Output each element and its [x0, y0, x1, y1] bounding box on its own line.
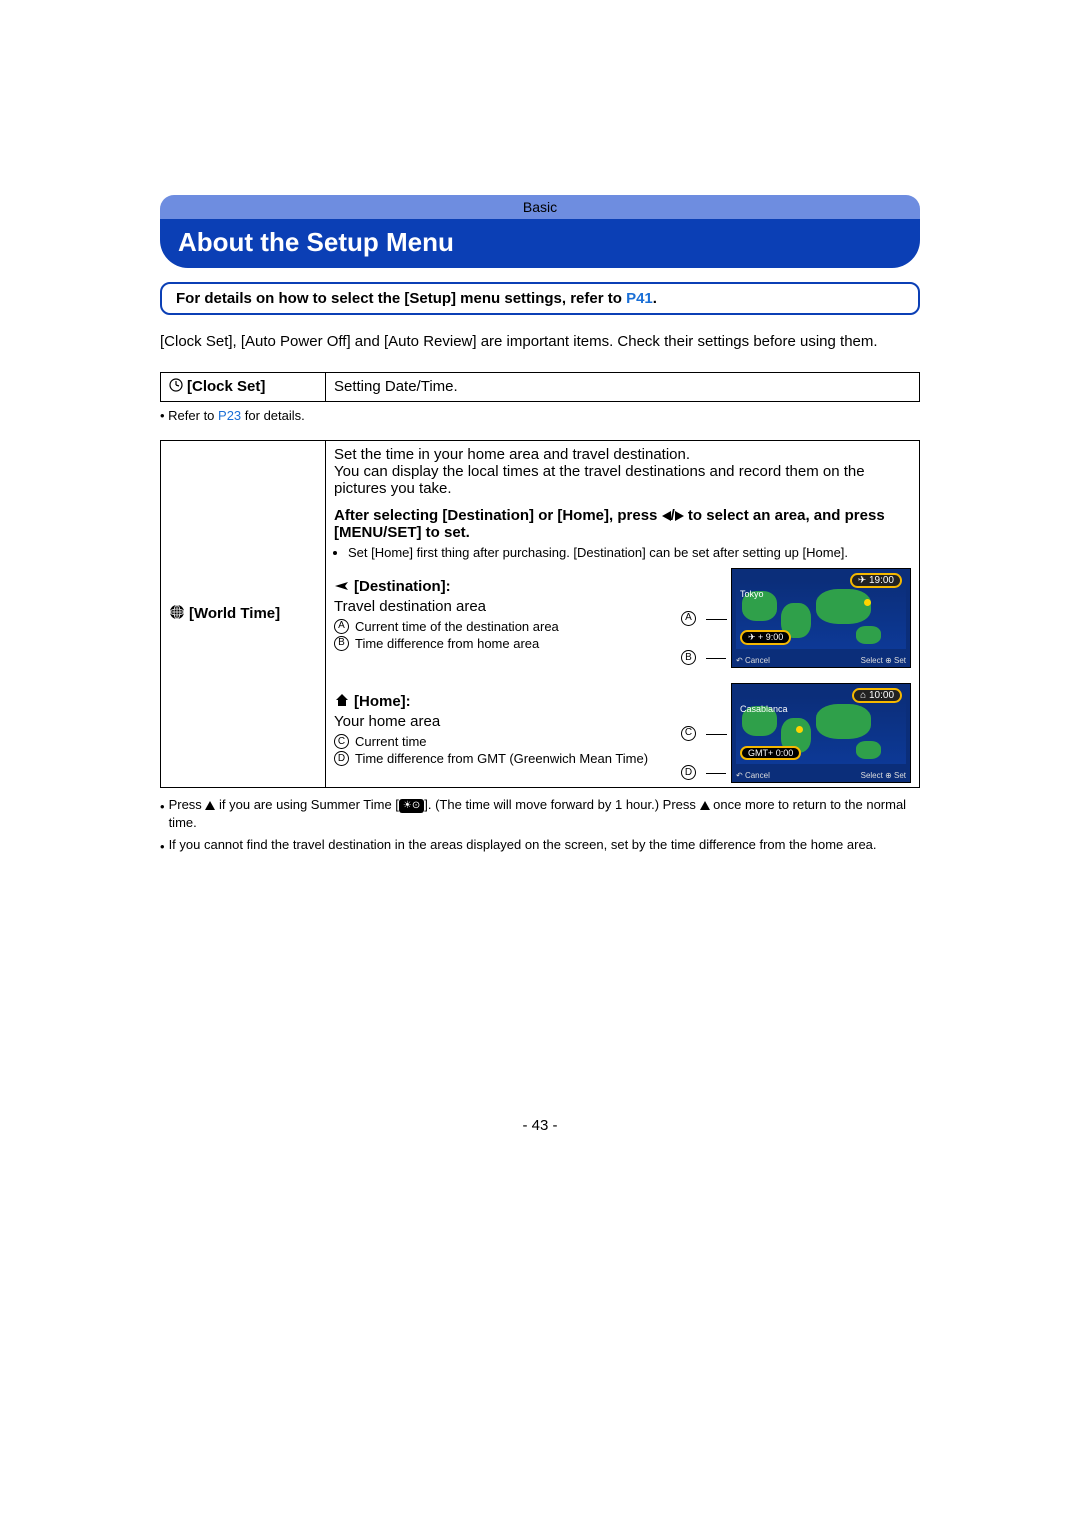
- summer-time-icon: ☀⊙: [399, 799, 424, 813]
- world-time-intro1: Set the time in your home area and trave…: [334, 446, 911, 463]
- callout-C-text: Current time: [355, 734, 671, 749]
- link-p41[interactable]: P41: [626, 290, 653, 307]
- page-number: - 43 -: [160, 1117, 920, 1134]
- destination-screen: ✈ 19:00 Tokyo ✈ + 9:00 ↶ Cancel Select ⊕…: [731, 568, 911, 668]
- home-screen-column: C ⌂ 10:00 Casablanca: [681, 683, 911, 782]
- callout-A-icon: A: [334, 619, 349, 634]
- up-arrow-icon: [205, 801, 215, 810]
- callout-C-icon: C: [334, 734, 349, 749]
- home-city: Casablanca: [740, 704, 788, 714]
- section-pill: Basic: [160, 195, 920, 219]
- link-p23[interactable]: P23: [218, 408, 241, 423]
- select-label: Select ⊕ Set: [861, 656, 906, 665]
- cancel-label: ↶ Cancel: [736, 771, 770, 780]
- plane-icon: [334, 579, 350, 596]
- D-marker: D: [681, 765, 696, 780]
- destination-city: Tokyo: [740, 589, 764, 599]
- clock-icon: [169, 378, 183, 396]
- world-time-label: [World Time]: [189, 605, 280, 622]
- callout-B-text: Time difference from home area: [355, 636, 671, 651]
- home-diff-badge: GMT+ 0:00: [740, 746, 801, 760]
- up-arrow-icon-2: [700, 801, 710, 810]
- destination-desc: Travel destination area: [334, 598, 671, 615]
- callout-D-text: Time difference from GMT (Greenwich Mean…: [355, 751, 671, 766]
- select-label: Select ⊕ Set: [861, 771, 906, 780]
- clock-set-note: • Refer to P23 for details.: [160, 408, 920, 423]
- left-arrow-icon: [662, 511, 671, 521]
- world-time-content: Set the time in your home area and trave…: [326, 441, 920, 788]
- clock-set-table: [Clock Set] Setting Date/Time.: [160, 372, 920, 402]
- bottom-notes: • Press if you are using Summer Time [☀⊙…: [160, 796, 920, 857]
- intro-paragraph: [Clock Set], [Auto Power Off] and [Auto …: [160, 331, 920, 352]
- world-time-icon: [169, 604, 185, 624]
- summer-time-note: Press if you are using Summer Time [☀⊙].…: [169, 796, 920, 832]
- right-arrow-icon: [675, 511, 684, 521]
- destination-heading: [Destination]:: [334, 578, 671, 596]
- home-heading: [Home]:: [334, 693, 671, 711]
- clock-set-label-cell: [Clock Set]: [161, 373, 326, 402]
- world-time-intro2: You can display the local times at the t…: [334, 463, 911, 497]
- destination-time-badge: ✈ 19:00: [850, 573, 902, 588]
- home-time-badge: ⌂ 10:00: [852, 688, 902, 703]
- details-suffix: .: [653, 290, 657, 307]
- clock-set-desc: Setting Date/Time.: [326, 373, 920, 402]
- callout-B-icon: B: [334, 636, 349, 651]
- B-marker: B: [681, 650, 696, 665]
- world-time-bullets: Set [Home] first thing after purchasing.…: [334, 545, 911, 560]
- home-callouts: C Current time D Time difference from GMT …: [334, 734, 671, 766]
- fallback-note: If you cannot find the travel destinatio…: [169, 836, 877, 854]
- details-callout-box: For details on how to select the [Setup]…: [160, 282, 920, 315]
- cancel-label: ↶ Cancel: [736, 656, 770, 665]
- clock-set-label: [Clock Set]: [187, 378, 265, 395]
- destination-row: [Destination]: Travel destination area A…: [334, 568, 911, 667]
- world-time-instruction: After selecting [Destination] or [Home],…: [334, 507, 911, 541]
- page-title: About the Setup Menu: [160, 219, 920, 268]
- home-icon: [334, 693, 350, 711]
- C-marker: C: [681, 726, 696, 741]
- page-content: Basic About the Setup Menu For details o…: [160, 0, 920, 1234]
- destination-screen-column: A ✈ 19:00 Tokyo: [681, 568, 911, 667]
- callout-D-icon: D: [334, 751, 349, 766]
- world-time-table: [World Time] Set the time in your home a…: [160, 440, 920, 788]
- world-time-bullet1: Set [Home] first thing after purchasing.…: [348, 545, 911, 560]
- destination-heading-text: [Destination]:: [354, 578, 451, 595]
- note-suffix: for details.: [241, 408, 305, 423]
- instruction-part1: After selecting [Destination] or [Home],…: [334, 507, 662, 524]
- world-time-label-cell: [World Time]: [161, 441, 326, 788]
- note-prefix: • Refer to: [160, 408, 218, 423]
- home-desc: Your home area: [334, 713, 671, 730]
- callout-A-text: Current time of the destination area: [355, 619, 671, 634]
- destination-diff-badge: ✈ + 9:00: [740, 630, 791, 645]
- home-heading-text: [Home]:: [354, 693, 411, 710]
- destination-callouts: A Current time of the destination area BT…: [334, 619, 671, 651]
- details-text: For details on how to select the [Setup]…: [176, 290, 626, 307]
- home-row: [Home]: Your home area C Current time D Ti…: [334, 683, 911, 782]
- home-screen: ⌂ 10:00 Casablanca GMT+ 0:00 ↶ Cancel Se…: [731, 683, 911, 783]
- A-marker: A: [681, 611, 696, 626]
